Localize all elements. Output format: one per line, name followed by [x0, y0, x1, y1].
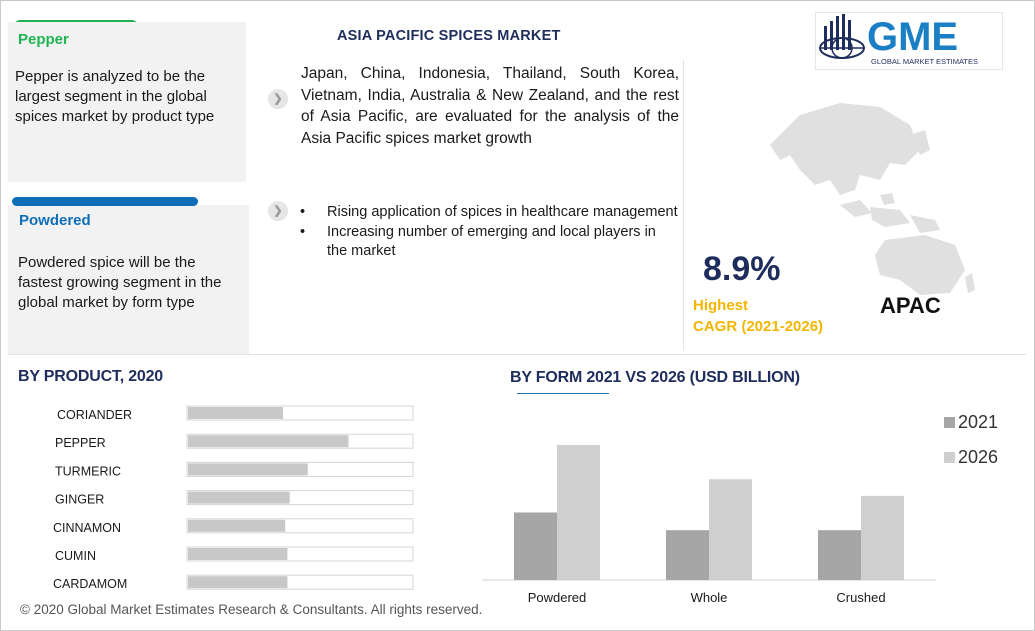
copyright-text: © 2020 Global Market Estimates Research …: [20, 602, 483, 617]
product-category-label: CUMIN: [55, 549, 96, 563]
driver-item: Rising application of spices in healthca…: [300, 203, 680, 223]
pepper-card-text: Pepper is analyzed to be the largest seg…: [15, 68, 215, 125]
horizontal-divider: [8, 354, 1026, 355]
product-bar-chart: CORIANDER PEPPER TURMERIC GINGER CINNAMON CUM…: [53, 405, 414, 591]
powdered-card-title: Powdered: [19, 212, 91, 229]
legend-label: 2026: [958, 447, 998, 467]
region-name: APAC: [880, 293, 941, 318]
chevron-right-icon: ❯: [268, 89, 288, 109]
legend-swatch: [944, 452, 955, 463]
form-section-title: BY FORM 2021 VS 2026 (USD BILLION): [510, 369, 800, 386]
product-category-label: CORIANDER: [57, 408, 132, 422]
logo-text: GME: [867, 15, 958, 59]
gme-logo: GME GLOBAL MARKET ESTIMATES: [815, 12, 1003, 70]
product-bar: [188, 576, 288, 589]
main-title: ASIA PACIFIC SPICES MARKET: [337, 28, 561, 44]
product-bar: [188, 491, 290, 504]
form-bar-2026: [861, 495, 904, 580]
powdered-accent-bar: [12, 197, 198, 206]
driver-item: Increasing number of emerging and local …: [300, 223, 680, 262]
form-bar-2026: [557, 444, 600, 580]
vertical-divider: [683, 60, 684, 350]
legend-swatch: [944, 417, 955, 428]
cagr-value: 8.9%: [703, 250, 781, 288]
chevron-right-icon: ❯: [268, 201, 288, 221]
product-bar: [188, 407, 283, 419]
powdered-card: [8, 205, 249, 355]
product-category-label: CARDAMOM: [53, 577, 127, 591]
product-bar: [188, 519, 286, 532]
legend-label: 2021: [958, 412, 998, 432]
form-category-label: Whole: [691, 590, 728, 605]
product-section-title: BY PRODUCT, 2020: [18, 368, 164, 385]
form-title-underline: [517, 393, 609, 394]
region-description: Japan, China, Indonesia, Thailand, South…: [301, 65, 679, 147]
form-category-label: Powdered: [528, 590, 587, 605]
form-bar-2021: [514, 512, 557, 580]
cagr-label-highest: Highest: [693, 297, 749, 314]
powdered-card-text: Powdered spice will be the fastest growi…: [18, 254, 222, 311]
cagr-label-period: CAGR (2021-2026): [693, 318, 824, 335]
product-category-label: CINNAMON: [53, 521, 121, 535]
form-bar-chart: Powdered Whole Crushed 2021 2026: [482, 412, 998, 605]
product-bar: [188, 435, 349, 448]
logo-tagline: GLOBAL MARKET ESTIMATES: [871, 57, 978, 66]
form-bar-2021: [818, 530, 861, 580]
pepper-card: [8, 22, 246, 182]
globe-icon: [819, 14, 865, 59]
form-category-label: Crushed: [836, 590, 885, 605]
product-category-label: PEPPER: [55, 436, 106, 450]
product-bar: [188, 463, 308, 476]
drivers-list: Rising application of spices in healthca…: [300, 203, 680, 262]
asia-pacific-map-icon: [770, 103, 975, 295]
product-bar: [188, 548, 288, 560]
pepper-card-title: Pepper: [18, 31, 69, 48]
form-bar-2021: [666, 530, 709, 580]
product-category-label: GINGER: [55, 493, 104, 507]
product-category-label: TURMERIC: [55, 464, 121, 478]
form-bar-2026: [709, 479, 752, 580]
